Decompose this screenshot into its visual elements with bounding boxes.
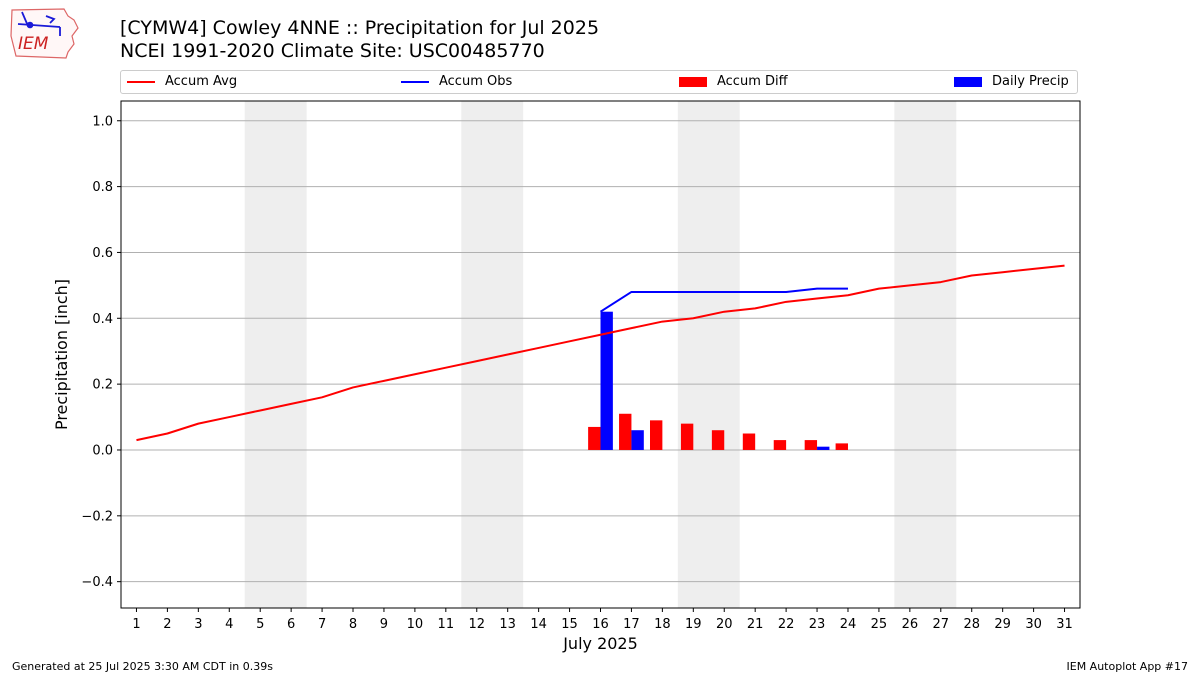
legend-label-accum-obs: Accum Obs (439, 74, 513, 89)
legend-label-accum-diff: Accum Diff (717, 74, 788, 89)
legend-item-daily-precip: Daily Precip (954, 74, 1069, 89)
xtick-label-30: 31 (1056, 617, 1073, 632)
legend: Accum Avg Accum Obs Accum Diff Daily Pre… (120, 70, 1078, 94)
xtick-label-12: 13 (499, 617, 516, 632)
bar-accum-diff-0 (588, 426, 601, 450)
ytick-label-0: −0.4 (81, 575, 113, 590)
xtick-label-5: 6 (287, 617, 295, 632)
xtick-label-24: 25 (871, 617, 888, 632)
weekend-band-3 (894, 101, 957, 608)
xtick-label-0: 1 (132, 617, 140, 632)
xtick-label-15: 16 (592, 617, 609, 632)
line-accum-avg (136, 264, 1065, 442)
ytick-label-6: 0.8 (92, 180, 113, 195)
xtick-label-9: 10 (407, 617, 424, 632)
legend-label-daily-precip: Daily Precip (992, 74, 1069, 89)
ytick-label-1: −0.2 (81, 509, 113, 524)
ytick-label-7: 1.0 (92, 114, 113, 129)
xtick-label-20: 21 (747, 617, 764, 632)
xtick-label-14: 15 (561, 617, 578, 632)
weekend-band-0 (244, 101, 307, 608)
y-axis-label: Precipitation [inch] (52, 279, 71, 430)
xtick-label-2: 3 (194, 617, 202, 632)
xtick-label-13: 14 (530, 617, 547, 632)
iowa-outline-icon (10, 8, 79, 59)
chart-subtitle: NCEI 1991-2020 Climate Site: USC00485770 (120, 40, 545, 62)
xtick-label-7: 8 (349, 617, 357, 632)
bar-accum-diff-7 (804, 440, 818, 450)
ytick-label-4: 0.4 (92, 312, 113, 327)
legend-item-accum-avg: Accum Avg (127, 74, 237, 89)
ytick-label-2: 0.0 (92, 443, 113, 458)
bar-daily-precip-7 (817, 446, 830, 450)
xtick-label-17: 18 (654, 617, 671, 632)
xtick-label-22: 23 (809, 617, 826, 632)
line-accum-obs (599, 287, 848, 313)
xtick-label-29: 30 (1025, 617, 1042, 632)
legend-swatch-daily-precip (954, 76, 982, 87)
footer-app: IEM Autoplot App #17 (1066, 660, 1189, 673)
xtick-label-4: 5 (256, 617, 264, 632)
legend-swatch-accum-avg (127, 80, 155, 83)
xtick-label-11: 12 (468, 617, 485, 632)
xtick-label-6: 7 (318, 617, 326, 632)
xtick-label-1: 2 (163, 617, 171, 632)
logo-text: IEM (18, 34, 49, 54)
xtick-label-23: 24 (840, 617, 857, 632)
x-axis-label: July 2025 (562, 634, 638, 653)
xtick-label-3: 4 (225, 617, 233, 632)
bar-accum-diff-1 (619, 413, 632, 450)
xtick-label-21: 22 (778, 617, 795, 632)
xtick-label-25: 26 (902, 617, 919, 632)
xtick-label-16: 17 (623, 617, 640, 632)
weather-station-icon (17, 11, 61, 36)
legend-item-accum-diff: Accum Diff (679, 74, 788, 89)
xtick-label-26: 27 (933, 617, 950, 632)
plot-frame (120, 100, 1081, 609)
bar-daily-precip-0 (600, 311, 613, 450)
xtick-label-19: 20 (716, 617, 733, 632)
bar-accum-diff-8 (835, 443, 848, 450)
bar-accum-diff-6 (773, 440, 787, 450)
ytick-label-3: 0.2 (92, 378, 113, 393)
weekend-band-1 (461, 101, 524, 608)
legend-item-accum-obs: Accum Obs (401, 74, 512, 89)
footer-generated: Generated at 25 Jul 2025 3:30 AM CDT in … (12, 660, 273, 673)
bar-accum-diff-4 (711, 430, 725, 450)
xtick-label-8: 9 (380, 617, 388, 632)
weekend-band-2 (677, 101, 740, 608)
iem-logo: IEM (10, 8, 79, 59)
ytick-label-5: 0.6 (92, 246, 113, 261)
bar-accum-diff-2 (649, 420, 663, 450)
legend-label-accum-avg: Accum Avg (165, 74, 238, 89)
bar-accum-diff-3 (680, 423, 694, 450)
xtick-label-28: 29 (994, 617, 1011, 632)
bar-daily-precip-1 (631, 430, 644, 450)
xtick-label-10: 11 (438, 617, 455, 632)
bar-accum-diff-5 (742, 433, 756, 450)
legend-swatch-accum-obs (401, 80, 429, 83)
legend-swatch-accum-diff (679, 76, 707, 87)
xtick-label-18: 19 (685, 617, 702, 632)
xtick-label-27: 28 (963, 617, 980, 632)
chart-title: [CYMW4] Cowley 4NNE :: Precipitation for… (120, 17, 600, 39)
